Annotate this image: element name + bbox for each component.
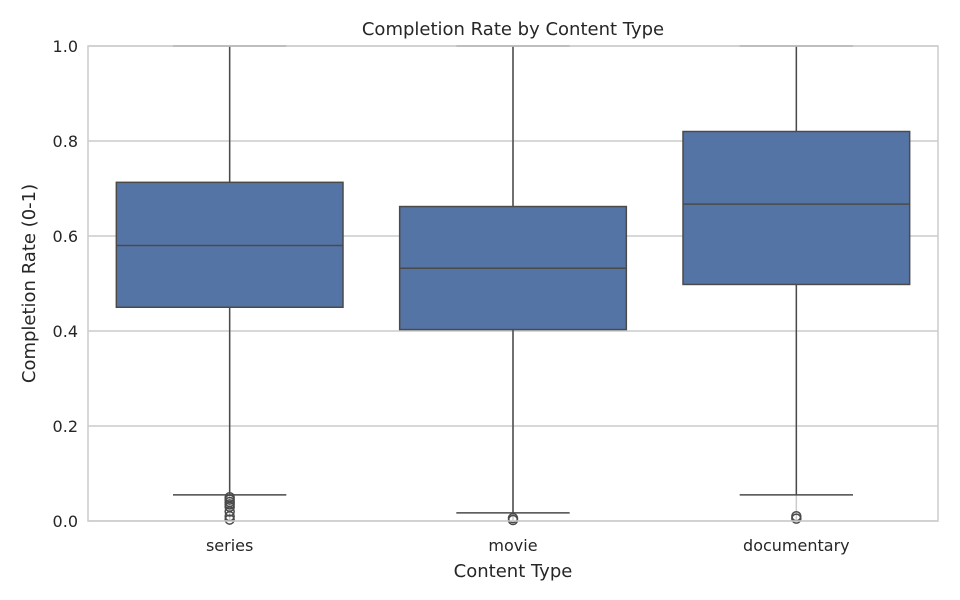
y-tick-labels: 0.0 0.2 0.4 0.6 0.8 1.0 bbox=[53, 37, 78, 531]
x-axis-title: Content Type bbox=[454, 561, 573, 582]
plot-frame bbox=[87, 45, 939, 522]
y-tick-label: 0.8 bbox=[53, 132, 78, 151]
y-tick-label: 0.6 bbox=[53, 227, 78, 246]
box-series bbox=[115, 45, 911, 526]
y-tick-label: 0.4 bbox=[53, 322, 78, 341]
chart-title: Completion Rate by Content Type bbox=[362, 19, 664, 40]
box-movie bbox=[398, 45, 628, 526]
box-documentary bbox=[682, 45, 911, 524]
y-axis-title: Completion Rate (0-1) bbox=[19, 184, 40, 383]
y-tick-label: 0.2 bbox=[53, 417, 78, 436]
box-series bbox=[115, 45, 344, 525]
outlier-point bbox=[224, 514, 235, 525]
outlier-point bbox=[791, 513, 802, 524]
outlier-point bbox=[224, 506, 235, 517]
x-tick-label: documentary bbox=[743, 536, 850, 555]
outlier-point bbox=[507, 514, 519, 526]
iqr-box bbox=[682, 130, 911, 286]
x-tick-labels: series movie documentary bbox=[206, 536, 850, 555]
y-tick-label: 0.0 bbox=[53, 512, 78, 531]
y-tick-label: 1.0 bbox=[53, 37, 78, 56]
x-tick-label: series bbox=[206, 536, 253, 555]
x-tick-label: movie bbox=[488, 536, 537, 555]
